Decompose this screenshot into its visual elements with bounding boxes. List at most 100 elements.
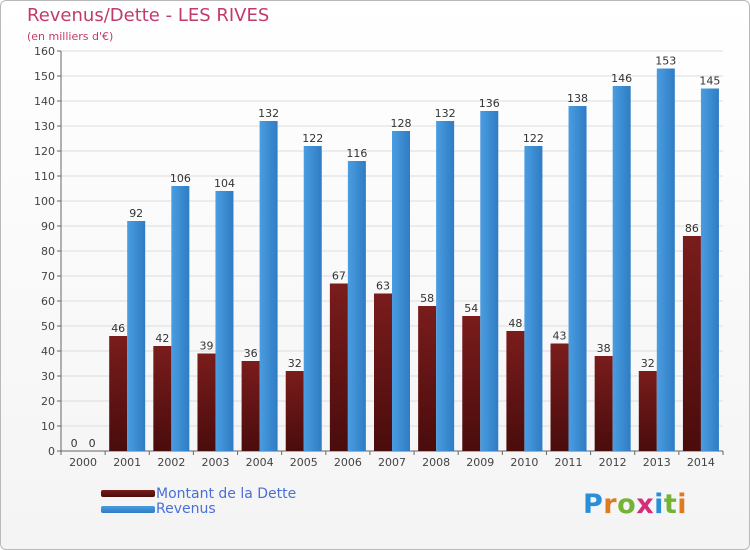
- x-tick-label: 2001: [113, 456, 141, 469]
- data-label-debt: 86: [685, 222, 699, 235]
- y-tick-label: 20: [41, 395, 55, 408]
- bar-debt: [329, 283, 348, 451]
- y-tick-label: 130: [34, 120, 55, 133]
- y-tick-label: 30: [41, 370, 55, 383]
- data-label-revenue: 122: [302, 132, 323, 145]
- bar-debt: [506, 331, 525, 451]
- x-tick-label: 2014: [687, 456, 715, 469]
- data-label-revenue: 92: [129, 207, 143, 220]
- bar-revenue: [568, 106, 587, 451]
- x-tick-label: 2006: [334, 456, 362, 469]
- legend-swatch-revenue: [101, 506, 155, 513]
- y-tick-label: 120: [34, 145, 55, 158]
- bar-debt: [682, 236, 701, 451]
- bar-revenue: [436, 121, 455, 451]
- y-tick-label: 150: [34, 70, 55, 83]
- bar-debt: [197, 353, 216, 451]
- y-tick-label: 0: [48, 445, 55, 458]
- data-label-debt: 0: [71, 437, 78, 450]
- x-tick-label: 2002: [157, 456, 185, 469]
- y-tick-label: 70: [41, 270, 55, 283]
- x-tick-label: 2011: [555, 456, 583, 469]
- x-tick-label: 2005: [290, 456, 318, 469]
- bar-revenue: [700, 88, 719, 451]
- x-tick-label: 2010: [510, 456, 538, 469]
- data-label-debt: 36: [244, 347, 258, 360]
- data-label-debt: 58: [420, 292, 434, 305]
- bar-revenue: [127, 221, 146, 451]
- logo-letter: r: [603, 489, 618, 520]
- x-tick-label: 2003: [201, 456, 229, 469]
- data-label-debt: 46: [111, 322, 125, 335]
- y-tick-label: 50: [41, 320, 55, 333]
- y-tick-label: 110: [34, 170, 55, 183]
- bar-revenue: [656, 68, 675, 451]
- y-tick-label: 100: [34, 195, 55, 208]
- data-label-debt: 39: [199, 340, 213, 353]
- bar-revenue: [480, 111, 499, 451]
- bar-debt: [241, 361, 260, 451]
- data-label-debt: 67: [332, 270, 346, 283]
- data-label-debt: 32: [288, 357, 302, 370]
- data-label-revenue: 138: [567, 92, 588, 105]
- bar-debt: [153, 346, 172, 451]
- data-label-revenue: 132: [258, 107, 279, 120]
- y-tick-label: 140: [34, 95, 55, 108]
- data-label-revenue: 122: [523, 132, 544, 145]
- legend-label-revenue: Revenus: [156, 501, 216, 517]
- y-tick-label: 160: [34, 45, 55, 58]
- data-label-debt: 38: [597, 342, 611, 355]
- data-label-revenue: 146: [611, 72, 632, 85]
- x-tick-label: 2008: [422, 456, 450, 469]
- bar-debt: [594, 356, 613, 451]
- logo-letter: i: [677, 489, 688, 520]
- y-tick-label: 90: [41, 220, 55, 233]
- data-label-debt: 32: [641, 357, 655, 370]
- bar-debt: [638, 371, 657, 451]
- data-label-debt: 48: [508, 317, 522, 330]
- x-tick-label: 2013: [643, 456, 671, 469]
- bar-debt: [285, 371, 304, 451]
- legend-swatch-debt: [101, 490, 155, 497]
- x-tick-label: 2000: [69, 456, 97, 469]
- legend-item-revenue: [101, 506, 155, 513]
- bar-revenue: [303, 146, 322, 451]
- legend-item-debt: [101, 490, 155, 497]
- x-tick-label: 2007: [378, 456, 406, 469]
- legend-label-debt: Montant de la Dette: [156, 486, 297, 502]
- bar-debt: [374, 293, 392, 451]
- data-label-debt: 63: [376, 280, 390, 293]
- y-tick-label: 40: [41, 345, 55, 358]
- data-label-debt: 42: [155, 332, 169, 345]
- logo-letter: i: [654, 489, 664, 520]
- bar-revenue: [392, 131, 410, 451]
- data-label-revenue: 132: [435, 107, 456, 120]
- bar-revenue: [215, 191, 234, 451]
- logo-letter: x: [636, 489, 655, 520]
- x-tick-label: 2012: [599, 456, 627, 469]
- logo-letter: P: [583, 489, 604, 520]
- chart-title: Revenus/Dette - LES RIVES: [27, 5, 270, 26]
- bar-revenue: [612, 86, 631, 451]
- x-tick-label: 2004: [246, 456, 274, 469]
- data-label-revenue: 128: [391, 117, 412, 130]
- data-label-debt: 43: [553, 330, 567, 343]
- bar-revenue: [347, 161, 366, 451]
- logo-letter: t: [663, 489, 678, 520]
- data-label-debt: 54: [464, 302, 478, 315]
- data-label-revenue: 0: [89, 437, 96, 450]
- y-tick-label: 10: [41, 420, 55, 433]
- data-label-revenue: 116: [346, 147, 367, 160]
- data-label-revenue: 153: [655, 55, 676, 68]
- data-label-revenue: 136: [479, 97, 500, 110]
- x-tick-label: 2009: [466, 456, 494, 469]
- y-tick-label: 80: [41, 245, 55, 258]
- chart-subtitle: (en milliers d'€): [27, 30, 114, 43]
- bar-revenue: [259, 121, 278, 451]
- bar-revenue: [171, 186, 190, 451]
- bar-revenue: [524, 146, 543, 451]
- logo-letter: o: [617, 489, 637, 520]
- bar-debt: [418, 306, 437, 451]
